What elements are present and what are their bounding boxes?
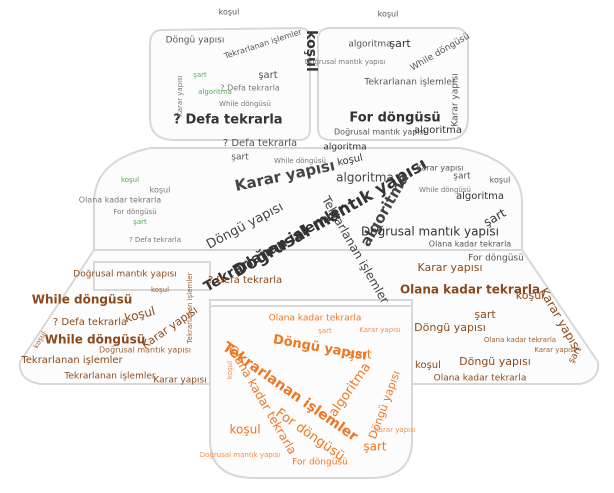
right-ear-shape (317, 27, 469, 141)
word: şart (453, 172, 471, 182)
word: Döngü yapısı (166, 36, 225, 46)
word: Döngü yapısı (414, 321, 486, 334)
word: koşul (378, 10, 399, 19)
word: ? Defa tekrarla (129, 236, 181, 244)
word: Doğrusal mantık yapısı (200, 451, 281, 459)
word: algoritma (456, 191, 504, 202)
word: Karar yapısı (176, 75, 184, 116)
word: ? Defa tekrarla (173, 113, 282, 128)
word: koşul (516, 289, 544, 302)
word: Olana kadar tekrarla (400, 283, 540, 297)
word: Olana kadar tekrarla (429, 240, 512, 249)
word: For döngüsü (349, 111, 440, 126)
word: şart (363, 440, 387, 454)
word: Döngü yapısı (459, 355, 531, 368)
word: Doğrusal mantık yapısı (361, 225, 499, 239)
word: For döngüsü (113, 208, 156, 216)
left-ear-shape (149, 26, 311, 141)
accent-green-words: şart algoritma koşul şart (121, 71, 232, 226)
word: ? Defa tekrarla (208, 275, 282, 286)
word: ? Defa tekrarla (220, 84, 280, 93)
word: koşul (490, 176, 511, 185)
word: algoritma (198, 88, 232, 96)
word: Olana kadar tekrarla (434, 374, 527, 384)
word: şart (474, 308, 496, 321)
word: Karar yapısı (534, 346, 575, 354)
word: Karar yapısı (359, 326, 400, 334)
word: Karar yapısı (153, 376, 206, 386)
word: Karar yapısı (417, 261, 482, 274)
word: While döngüsü (45, 333, 146, 347)
word: Olana kadar tekrarla (269, 314, 362, 324)
word: While döngüsü (219, 100, 271, 108)
word: ? Defa tekrarla (53, 317, 127, 328)
word: koşul (226, 361, 234, 379)
word: While döngüsü (274, 157, 326, 165)
word: For döngüsü (292, 458, 348, 468)
word: şart (389, 37, 411, 50)
word: şart (348, 348, 372, 362)
word: Karar yapısı (451, 73, 461, 126)
word: Doğrusal mantık yapısı (334, 128, 426, 137)
word: algoritma (336, 171, 394, 185)
word: algoritma (348, 40, 391, 50)
word: Tekrarlanan işlemler (186, 272, 194, 344)
word: Tekrarlanan işlemler (63, 372, 155, 382)
word: Tekrarlanan işlemler (363, 78, 455, 88)
bottom-pedestal-shape (209, 305, 413, 479)
word: koşul (303, 30, 319, 72)
word: Karar yapısı (416, 164, 463, 173)
word: algoritma (323, 143, 366, 153)
word: Doğrusal mantık yapısı (99, 346, 191, 355)
word: koşul (150, 186, 171, 195)
word: koşul (151, 286, 169, 294)
word: koşul (219, 8, 240, 17)
word: Doğrusal mantık yapısı (73, 270, 176, 280)
word: koşul (415, 360, 441, 371)
word: Olana kadar tekrarla (79, 196, 162, 205)
word: For döngüsü (468, 254, 524, 264)
word: Karar yapısı (374, 426, 415, 434)
mid-left-shoulder (93, 261, 211, 291)
silhouette-outline (18, 26, 600, 479)
word: şart (193, 71, 207, 79)
word: Tekrarlanan işlemler (20, 355, 123, 366)
word: şart (318, 327, 332, 335)
word: algoritma (414, 125, 462, 136)
word: Doğrusal mantık yapısı (305, 58, 386, 66)
word: While döngüsü (32, 293, 133, 307)
word: şart (231, 153, 249, 163)
word: koşul (121, 176, 139, 184)
word: şart (133, 218, 147, 226)
word: While döngüsü (419, 186, 471, 194)
word: Olana kadar tekrarla (484, 336, 556, 344)
word: koşul (336, 152, 364, 168)
word: ? Defa tekrarla (223, 138, 297, 149)
word: koşul (229, 423, 260, 437)
word: şart (258, 70, 277, 81)
